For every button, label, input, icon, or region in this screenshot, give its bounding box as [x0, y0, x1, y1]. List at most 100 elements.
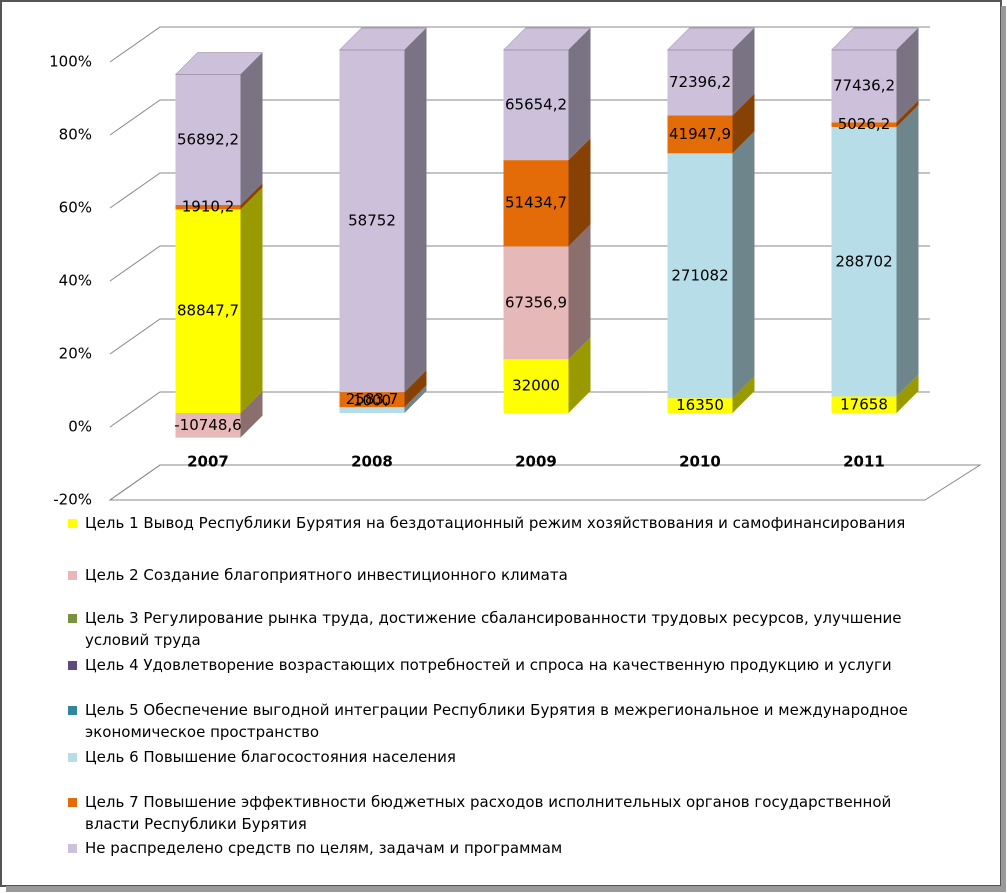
legend-label: Цель 2 Создание благоприятного инвестици… — [85, 566, 568, 584]
data-label: 1910,2 — [182, 198, 235, 216]
bar-side — [732, 131, 755, 399]
bar-top — [174, 52, 264, 75]
legend-swatch — [68, 571, 77, 580]
x-tick-label: 2008 — [351, 453, 393, 471]
legend-swatch — [68, 798, 77, 807]
bar — [667, 153, 733, 399]
bar-side — [404, 370, 427, 408]
x-tick-label: 2010 — [679, 453, 721, 471]
bar — [667, 115, 733, 154]
grid-line — [109, 26, 930, 63]
data-label: 288702 — [835, 252, 892, 270]
bar — [831, 396, 897, 413]
bar-side — [240, 391, 263, 438]
legend-swatch — [68, 753, 77, 762]
bar-side — [732, 376, 755, 413]
bar-top — [666, 27, 756, 51]
frame-shadow — [1001, 6, 1006, 891]
bar — [667, 398, 733, 413]
legend-swatch — [68, 844, 77, 853]
data-label: 41947,9 — [669, 125, 731, 143]
data-label: 51434,7 — [505, 194, 567, 212]
legend-label: Цель 1 Вывод Республики Бурятия на бездо… — [85, 514, 906, 532]
x-tick-label: 2009 — [515, 453, 557, 471]
data-label: 17658 — [840, 395, 888, 413]
bar — [503, 359, 569, 413]
legend-label: Цель 7 Повышение эффективности бюджетных… — [85, 793, 892, 833]
y-tick-label: 100% — [49, 53, 92, 71]
data-label: 67356,9 — [505, 293, 567, 311]
legend-entry: Не распределено средств по целям, задача… — [68, 837, 928, 859]
bar-side — [404, 385, 427, 413]
bar-side — [568, 138, 591, 247]
data-label: 72396,2 — [669, 73, 731, 91]
bar — [503, 246, 569, 360]
legend-swatch — [68, 614, 77, 623]
data-label: 2583,7 — [346, 390, 399, 408]
data-label: 32000 — [512, 377, 560, 395]
x-tick-label: 2011 — [843, 453, 885, 471]
legend-label: Цель 4 Удовлетворение возрастающих потре… — [85, 656, 892, 674]
data-label: 271082 — [671, 266, 728, 284]
bar — [175, 413, 241, 438]
data-label: 5026,2 — [838, 115, 891, 133]
legend-entry: Цель 1 Вывод Республики Бурятия на бездо… — [68, 512, 928, 534]
bar — [339, 407, 405, 413]
y-tick-label: 0% — [68, 418, 92, 436]
bar-side — [240, 183, 263, 210]
data-label: 56892,2 — [177, 130, 239, 148]
legend-label: Не распределено средств по целям, задача… — [85, 839, 563, 857]
y-tick-label: 60% — [59, 199, 92, 217]
bar-side — [568, 224, 591, 360]
legend-entry: Цель 6 Повышение благосостояния населени… — [68, 746, 928, 768]
data-label: 58752 — [348, 212, 396, 230]
bar-side — [896, 100, 919, 127]
data-label: -10748,6 — [174, 416, 241, 434]
x-tick-label: 2007 — [187, 453, 229, 471]
bar-side — [732, 28, 755, 116]
y-tick-label: 80% — [59, 126, 92, 144]
legend-swatch — [68, 519, 77, 528]
legend-entry: Цель 4 Удовлетворение возрастающих потре… — [68, 654, 928, 676]
legend-label: Цель 3 Регулирование рынка труда, достиж… — [85, 609, 902, 649]
legend-entry: Цель 7 Повышение эффективности бюджетных… — [68, 791, 928, 835]
legend-entry: Цель 2 Создание благоприятного инвестици… — [68, 564, 928, 586]
bar — [175, 74, 241, 206]
legend-entry: Цель 5 Обеспечение выгодной интеграции Р… — [68, 699, 928, 743]
legend-swatch — [68, 706, 77, 715]
bar — [503, 50, 569, 161]
bar — [175, 205, 241, 210]
bar — [667, 50, 733, 116]
bar-side — [896, 374, 919, 413]
bar — [339, 50, 405, 393]
bar-side — [568, 337, 591, 413]
bar-side — [896, 104, 919, 397]
bar — [831, 122, 897, 127]
bar-side — [732, 93, 755, 154]
legend-label: Цель 6 Повышение благосостояния населени… — [85, 748, 456, 766]
data-label: 65654,2 — [505, 96, 567, 114]
bar-side — [404, 28, 427, 393]
bar-top — [502, 27, 592, 51]
data-label: 88847,7 — [177, 302, 239, 320]
grid-line — [109, 464, 930, 501]
y-tick-label: -20% — [53, 491, 92, 509]
bar — [339, 392, 405, 408]
bar-side — [568, 28, 591, 161]
bar-side — [896, 28, 919, 123]
y-tick-label: 40% — [59, 272, 92, 290]
bar-top — [830, 27, 920, 51]
bar-side — [240, 52, 263, 206]
bar — [175, 209, 241, 413]
y-tick-label: 20% — [59, 345, 92, 363]
legend-label: Цель 5 Обеспечение выгодной интеграции Р… — [85, 701, 908, 741]
bar — [831, 126, 897, 397]
bar — [831, 50, 897, 123]
legend-swatch — [68, 661, 77, 670]
bar-top — [338, 27, 428, 51]
frame-shadow — [6, 886, 1006, 892]
data-label: 77436,2 — [833, 77, 895, 95]
data-label: 16350 — [676, 396, 724, 414]
